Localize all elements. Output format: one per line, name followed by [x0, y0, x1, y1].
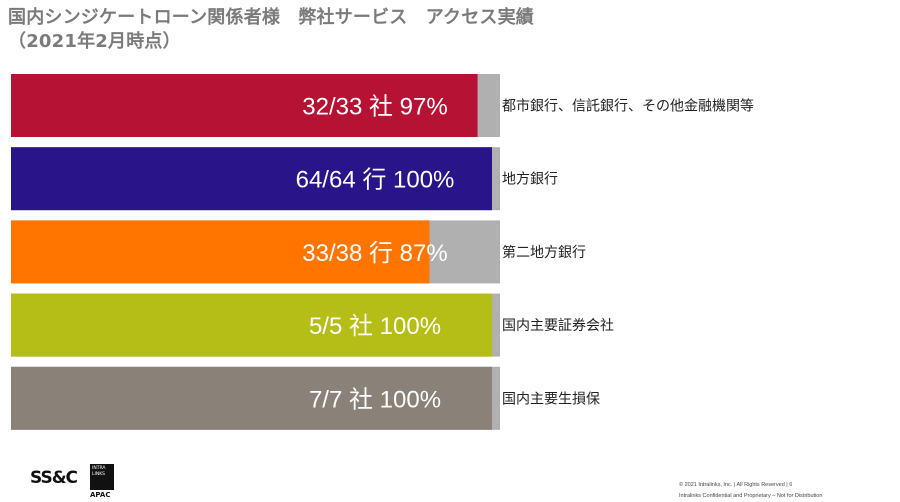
- bar-data-label: 7/7 社 100%: [309, 386, 441, 413]
- bar: [11, 147, 492, 211]
- intralinks-logo-box: INTRA LINKS: [90, 464, 114, 490]
- bar-data-label: 32/33 社 97%: [302, 94, 447, 121]
- bar: [11, 366, 492, 430]
- category-label: 第二地方銀行: [502, 244, 586, 261]
- bar-data-label: 64/64 行 100%: [296, 167, 455, 194]
- category-label: 都市銀行、信託銀行、その他金融機関等: [502, 98, 754, 115]
- bar: [11, 293, 492, 357]
- confidential-text: Intralinks Confidential and Proprietary …: [679, 493, 823, 499]
- page-title-line1: 国内シンジケートローン関係者様 弊社サービス アクセス実績: [8, 7, 534, 28]
- category-label: 地方銀行: [502, 172, 558, 188]
- ssc-logo-text: SS&C: [30, 468, 78, 488]
- logo-region-label: APAC: [90, 491, 111, 499]
- bar-data-label: 33/38 行 87%: [302, 240, 447, 267]
- bar-data-label: 5/5 社 100%: [309, 313, 441, 340]
- category-label: 国内主要生損保: [502, 391, 600, 407]
- category-label: 国内主要証券会社: [502, 318, 614, 334]
- page-title: 国内シンジケートローン関係者様 弊社サービス アクセス実績 （2021年2月時点…: [8, 6, 534, 54]
- copyright-text: © 2021 Intralinks, Inc. | All Rights Res…: [679, 482, 793, 488]
- bar: [11, 74, 478, 137]
- page-title-line2: （2021年2月時点）: [8, 31, 181, 52]
- footer-legal: © 2021 Intralinks, Inc. | All Rights Res…: [679, 480, 822, 502]
- bar: [11, 220, 430, 284]
